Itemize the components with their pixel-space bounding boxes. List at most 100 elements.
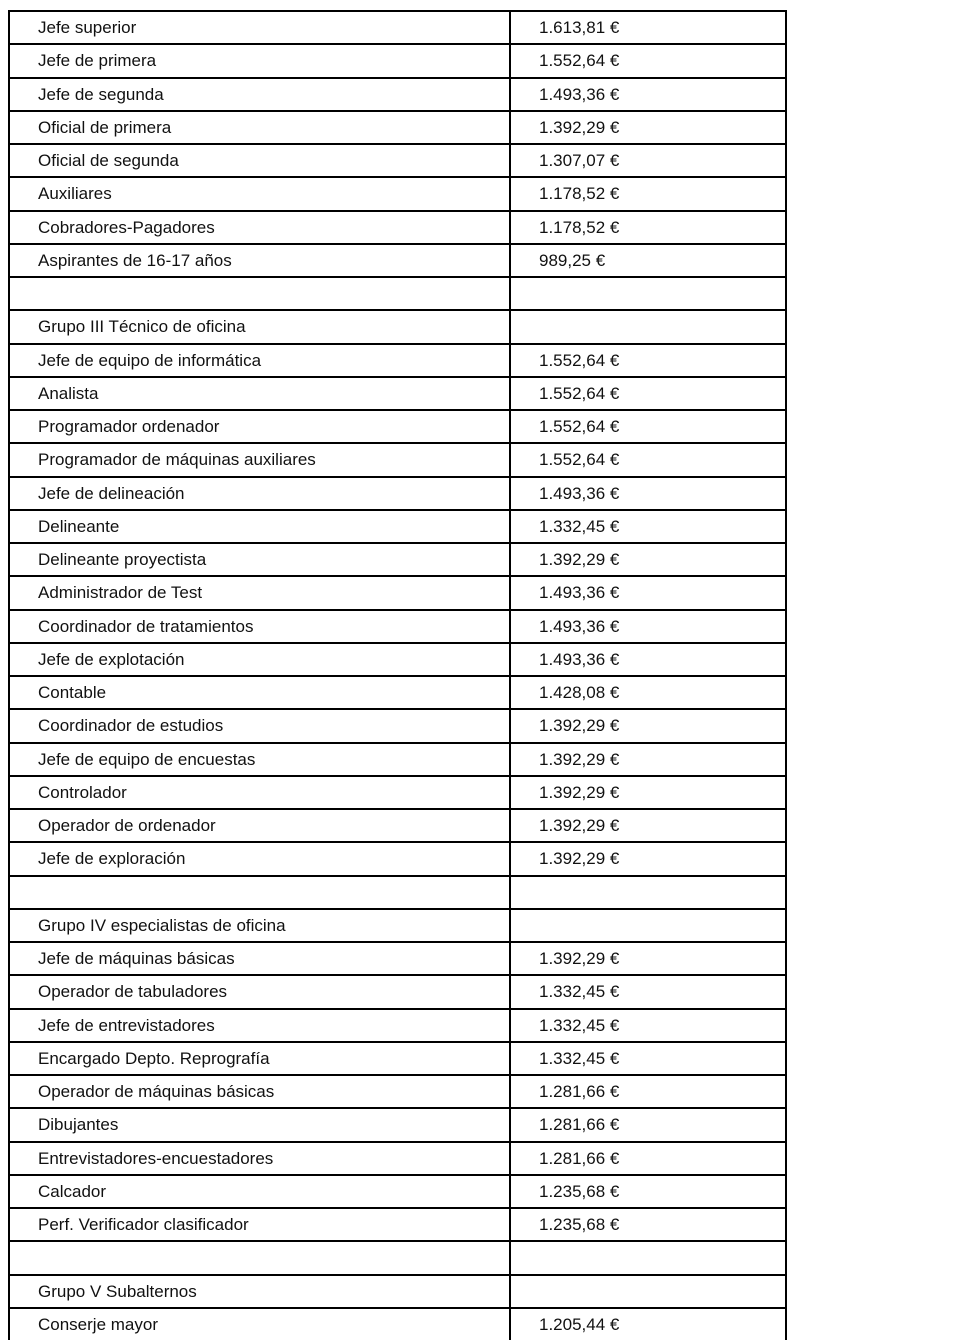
category-cell: Delineante proyectista <box>8 544 509 576</box>
salary-cell: 1.178,52 € <box>509 178 787 210</box>
table-row: Encargado Depto. Reprografía 1.332,45 € <box>8 1040 787 1074</box>
salary-cell <box>509 876 787 908</box>
table-row: Dibujantes 1.281,66 € <box>8 1107 787 1141</box>
table-row: Delineante proyectista 1.392,29 € <box>8 542 787 576</box>
table-row: Jefe de segunda 1.493,36 € <box>8 76 787 110</box>
salary-cell: 1.552,64 € <box>509 45 787 77</box>
category-cell: Administrador de Test <box>8 577 509 609</box>
salary-cell: 1.281,66 € <box>509 1142 787 1174</box>
category-cell: Delineante <box>8 510 509 542</box>
table-row: Analista 1.552,64 € <box>8 375 787 409</box>
salary-cell: 1.332,45 € <box>509 976 787 1008</box>
salary-cell: 1.392,29 € <box>509 544 787 576</box>
category-cell: Conserje mayor <box>8 1308 509 1340</box>
salary-cell: 1.552,64 € <box>509 444 787 476</box>
category-cell: Jefe de exploración <box>8 843 509 875</box>
salary-cell: 1.332,45 € <box>509 1042 787 1074</box>
category-cell <box>8 1242 509 1274</box>
category-cell: Coordinador de tratamientos <box>8 610 509 642</box>
category-cell: Grupo V Subalternos <box>8 1275 509 1307</box>
salary-cell: 1.392,29 € <box>509 743 787 775</box>
table-row: Auxiliares 1.178,52 € <box>8 176 787 210</box>
table-row: Calcador 1.235,68 € <box>8 1173 787 1207</box>
salary-cell: 1.392,29 € <box>509 843 787 875</box>
table-row: Programador ordenador 1.552,64 € <box>8 409 787 443</box>
salary-cell: 1.552,64 € <box>509 344 787 376</box>
category-cell: Calcador <box>8 1175 509 1207</box>
table-row: Operador de ordenador 1.392,29 € <box>8 808 787 842</box>
category-cell: Programador de máquinas auxiliares <box>8 444 509 476</box>
table-row: Coordinador de tratamientos 1.493,36 € <box>8 608 787 642</box>
salary-cell: 1.552,64 € <box>509 411 787 443</box>
salary-cell <box>509 1242 787 1274</box>
category-cell: Analista <box>8 377 509 409</box>
category-cell: Encargado Depto. Reprografía <box>8 1042 509 1074</box>
salary-cell: 1.281,66 € <box>509 1076 787 1108</box>
table-row: Administrador de Test 1.493,36 € <box>8 575 787 609</box>
category-cell: Oficial de segunda <box>8 145 509 177</box>
table-row: Programador de máquinas auxiliares 1.552,… <box>8 442 787 476</box>
table-row <box>8 874 787 908</box>
category-cell <box>8 876 509 908</box>
category-cell: Aspirantes de 16-17 años <box>8 244 509 276</box>
salary-cell: 1.613,81 € <box>509 12 787 44</box>
salary-cell: 1.493,36 € <box>509 643 787 675</box>
salary-cell: 1.392,29 € <box>509 810 787 842</box>
table-row: Operador de tabuladores 1.332,45 € <box>8 974 787 1008</box>
category-cell: Entrevistadores-encuestadores <box>8 1142 509 1174</box>
table-row: Jefe de primera 1.552,64 € <box>8 43 787 77</box>
table-row: Grupo V Subalternos <box>8 1273 787 1307</box>
salary-cell: 1.281,66 € <box>509 1109 787 1141</box>
salary-cell: 1.493,36 € <box>509 610 787 642</box>
category-cell: Perf. Verificador clasificador <box>8 1209 509 1241</box>
category-cell: Operador de ordenador <box>8 810 509 842</box>
table-row: Contable 1.428,08 € <box>8 675 787 709</box>
table-row: Jefe de equipo de informática 1.552,64 € <box>8 342 787 376</box>
table-row: Aspirantes de 16-17 años 989,25 € <box>8 242 787 276</box>
table-row: Oficial de segunda 1.307,07 € <box>8 143 787 177</box>
category-cell: Contable <box>8 677 509 709</box>
salary-cell: 1.392,29 € <box>509 776 787 808</box>
category-cell: Cobradores-Pagadores <box>8 211 509 243</box>
category-cell: Coordinador de estudios <box>8 710 509 742</box>
salary-cell: 1.428,08 € <box>509 677 787 709</box>
table-row: Entrevistadores-encuestadores 1.281,66 € <box>8 1140 787 1174</box>
table-row: Jefe de explotación 1.493,36 € <box>8 641 787 675</box>
salary-cell: 1.332,45 € <box>509 510 787 542</box>
table-row: Jefe de máquinas básicas 1.392,29 € <box>8 941 787 975</box>
table-row: Perf. Verificador clasificador 1.235,68 € <box>8 1207 787 1241</box>
table-row: Operador de máquinas básicas 1.281,66 € <box>8 1074 787 1108</box>
category-cell: Jefe de equipo de informática <box>8 344 509 376</box>
table-row: Coordinador de estudios 1.392,29 € <box>8 708 787 742</box>
salary-cell: 1.235,68 € <box>509 1209 787 1241</box>
salary-cell: 1.493,36 € <box>509 477 787 509</box>
category-cell: Jefe de segunda <box>8 78 509 110</box>
category-cell: Jefe de entrevistadores <box>8 1009 509 1041</box>
category-cell: Auxiliares <box>8 178 509 210</box>
category-cell: Jefe superior <box>8 12 509 44</box>
salary-cell: 1.392,29 € <box>509 943 787 975</box>
salary-cell <box>509 909 787 941</box>
category-cell: Programador ordenador <box>8 411 509 443</box>
category-cell: Controlador <box>8 776 509 808</box>
category-cell: Jefe de explotación <box>8 643 509 675</box>
table-row: Conserje mayor 1.205,44 € <box>8 1306 787 1340</box>
table-row: Grupo IV especialistas de oficina <box>8 907 787 941</box>
category-cell: Operador de tabuladores <box>8 976 509 1008</box>
salary-cell: 1.552,64 € <box>509 377 787 409</box>
category-cell: Oficial de primera <box>8 111 509 143</box>
category-cell: Jefe de delineación <box>8 477 509 509</box>
table-row: Delineante 1.332,45 € <box>8 508 787 542</box>
category-cell: Grupo IV especialistas de oficina <box>8 909 509 941</box>
category-cell: Operador de máquinas básicas <box>8 1076 509 1108</box>
salary-cell: 1.178,52 € <box>509 211 787 243</box>
category-cell <box>8 278 509 310</box>
table-row: Oficial de primera 1.392,29 € <box>8 109 787 143</box>
category-cell: Dibujantes <box>8 1109 509 1141</box>
table-row <box>8 276 787 310</box>
category-cell: Jefe de máquinas básicas <box>8 943 509 975</box>
salary-cell <box>509 1275 787 1307</box>
table-row: Jefe de entrevistadores 1.332,45 € <box>8 1007 787 1041</box>
salary-cell: 1.235,68 € <box>509 1175 787 1207</box>
table-row: Grupo III Técnico de oficina <box>8 309 787 343</box>
